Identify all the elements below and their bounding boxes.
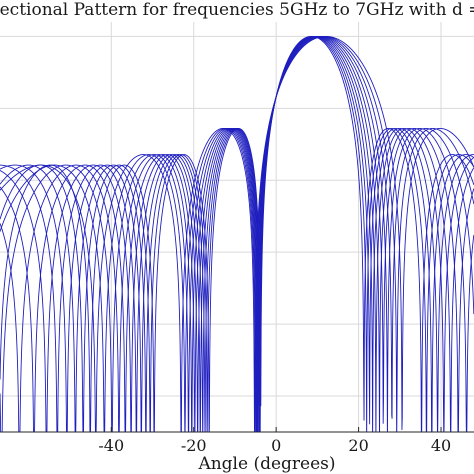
series-line: [0, 35, 474, 432]
grid-layer: [0, 22, 474, 432]
chart-title: rectional Pattern for frequencies 5GHz t…: [0, 0, 474, 20]
series-layer: [0, 35, 474, 432]
x-axis-label: Angle (degrees): [197, 454, 335, 474]
series-line: [0, 35, 474, 432]
series-line: [0, 35, 474, 432]
series-line: [0, 35, 474, 432]
x-tick-label: -40: [98, 436, 124, 455]
x-tick-label: 40: [431, 436, 451, 455]
series-line: [0, 35, 474, 432]
x-tick-label: -20: [181, 436, 207, 455]
x-tick-label: 20: [348, 436, 368, 455]
x-tick-layer: -40 -20 0 20 40: [98, 427, 451, 455]
series-line: [0, 35, 474, 432]
series-line: [0, 35, 474, 432]
x-tick-label: 0: [271, 436, 281, 455]
series-line: [0, 35, 474, 432]
